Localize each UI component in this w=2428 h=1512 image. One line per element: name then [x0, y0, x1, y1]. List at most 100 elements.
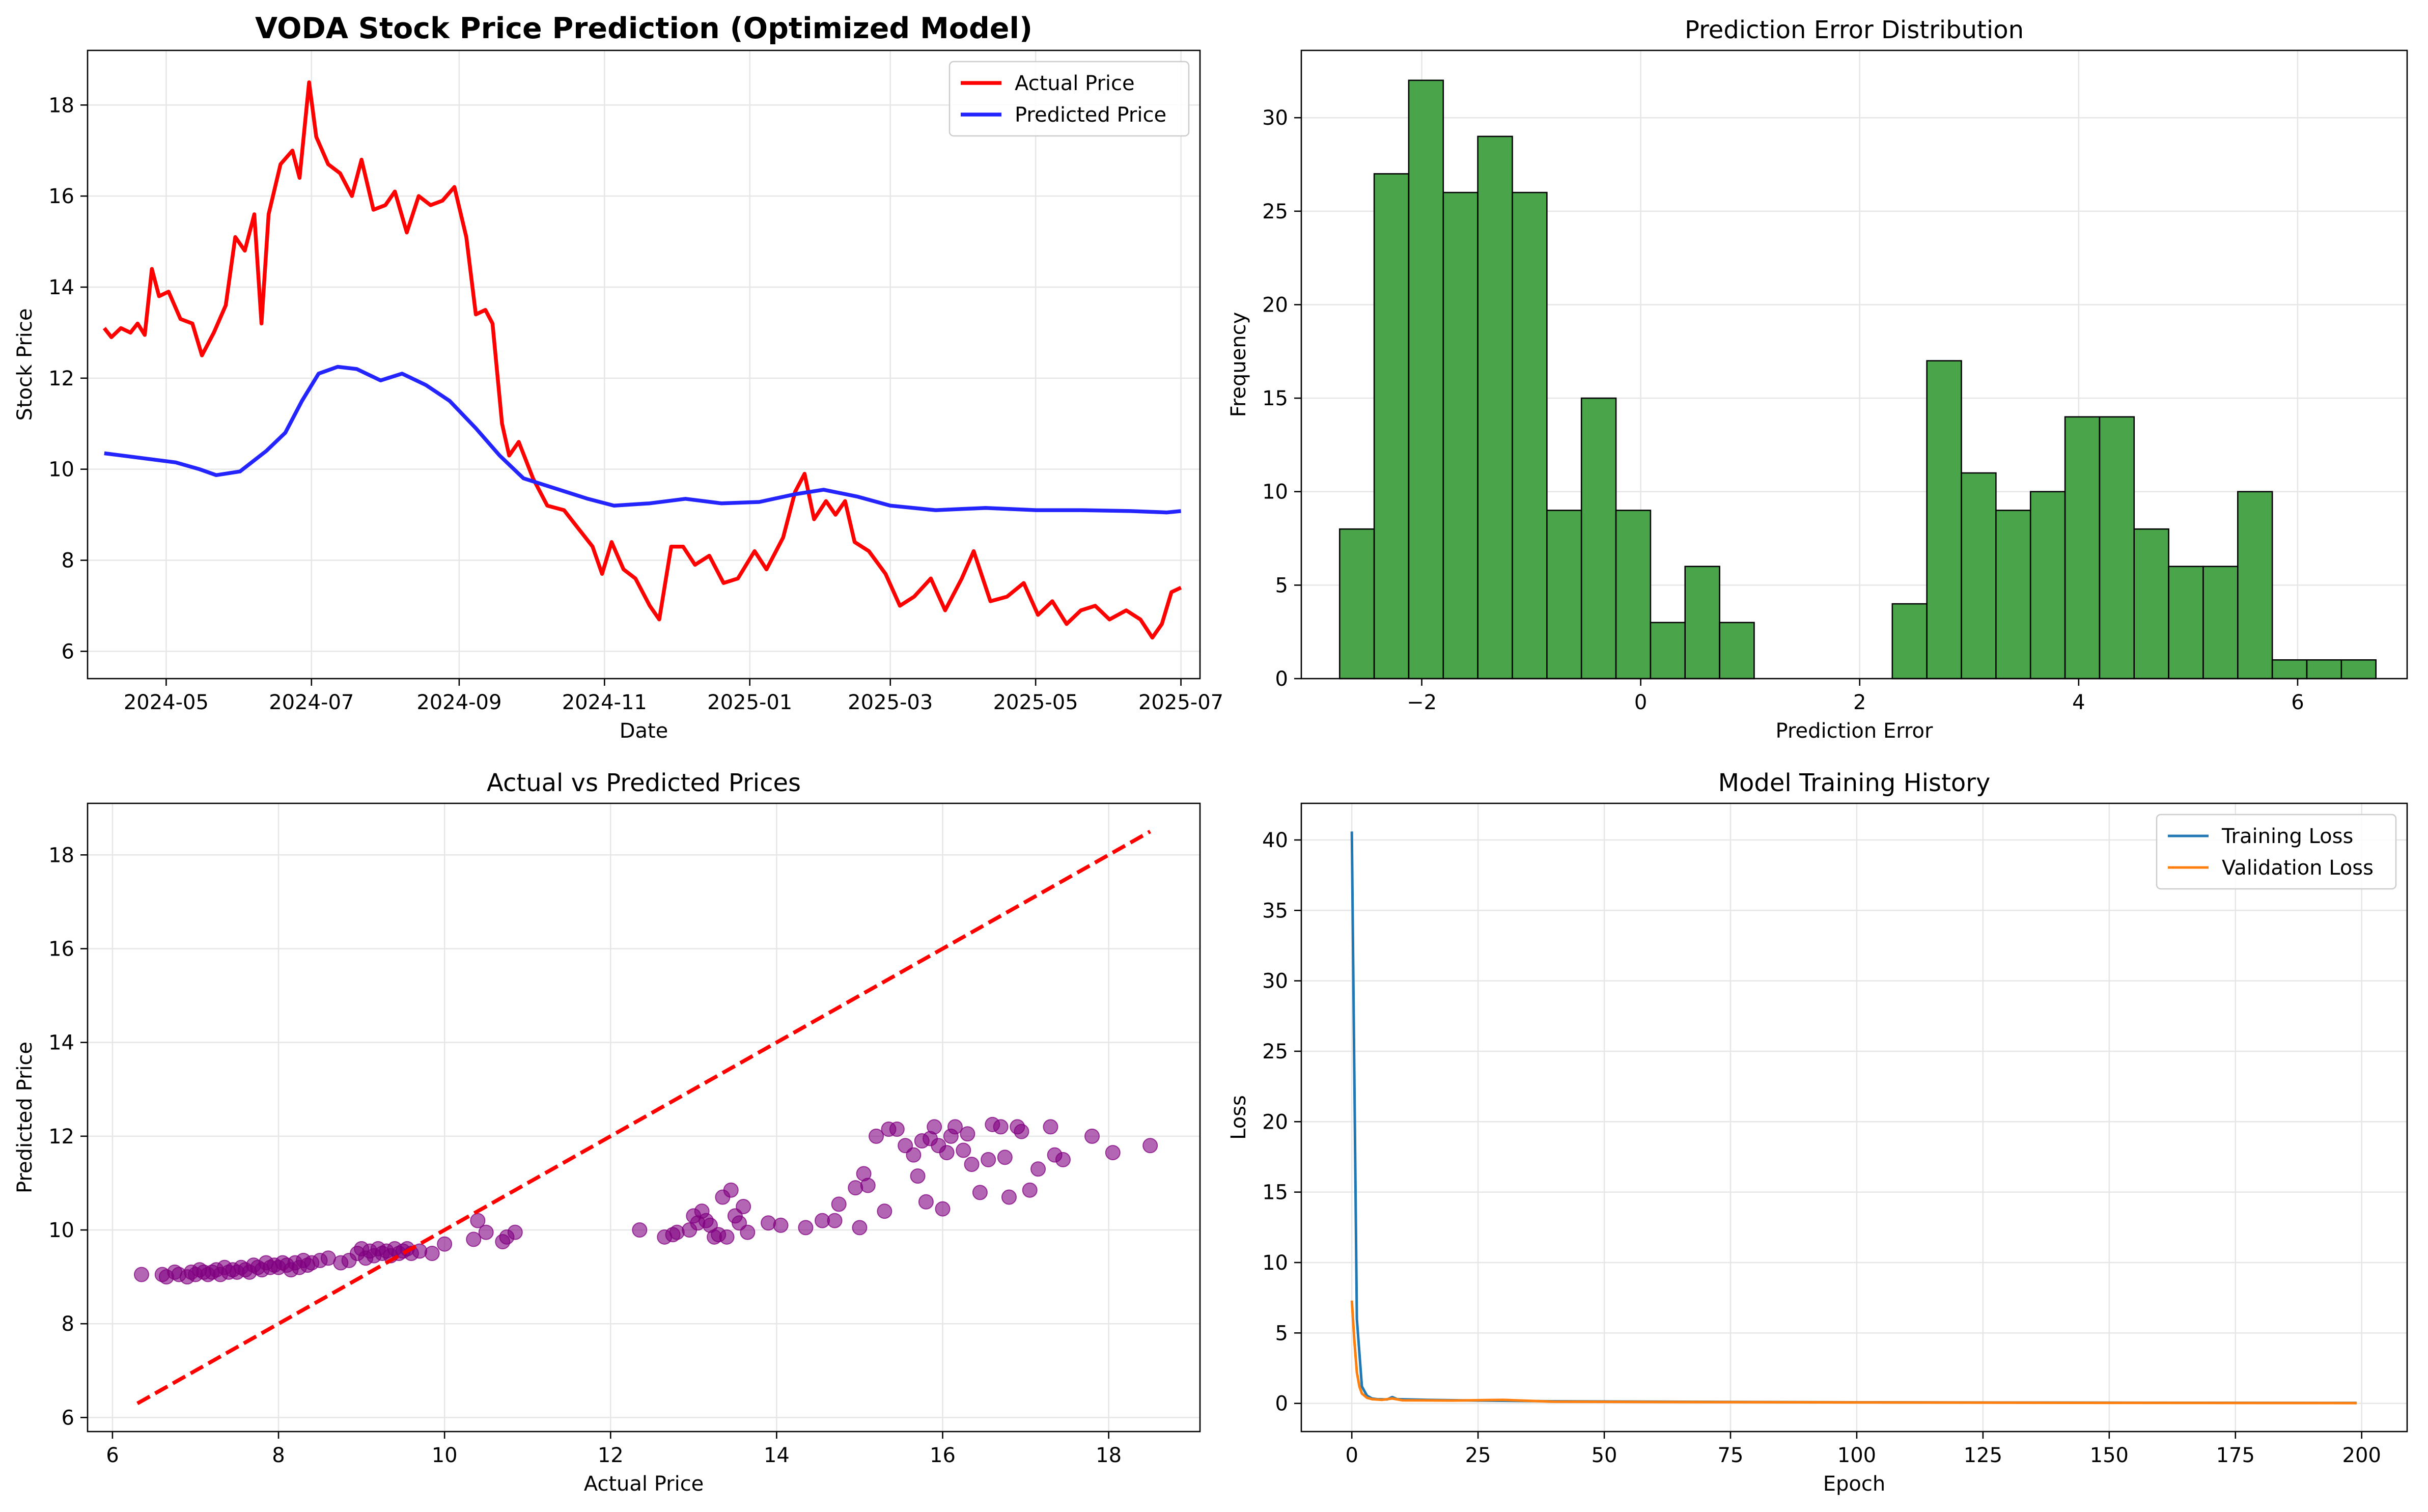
- plot-frame: [87, 802, 1201, 1433]
- x-axis-label: Epoch: [1823, 1472, 1885, 1496]
- histogram-bar: [1373, 173, 1410, 680]
- scatter-point: [1001, 1189, 1017, 1205]
- chart-title: Model Training History: [1718, 769, 1991, 797]
- scatter-point: [133, 1267, 149, 1282]
- actual-vs-predicted-chart: 6 8 10 12 14 16 18 6 8 10 12 14 16 18 Actual Price Pred…: [13, 769, 1201, 1496]
- x-tick-label: 18: [1096, 1444, 1122, 1467]
- x-axis-label: Date: [620, 719, 668, 743]
- scatter-point: [632, 1222, 648, 1238]
- scatter-point: [1055, 1152, 1071, 1167]
- scatter-point: [997, 1150, 1013, 1165]
- y-tick-label: 18: [48, 94, 74, 117]
- plot-frame: [87, 49, 1201, 680]
- scatter-point: [827, 1213, 843, 1228]
- scatter-point: [1030, 1161, 1046, 1177]
- y-tick-label: 15: [1262, 1181, 1288, 1205]
- x-tick-label: 100: [1837, 1444, 1876, 1467]
- x-tick-label: 175: [2216, 1444, 2255, 1467]
- scatter-point: [761, 1215, 776, 1231]
- x-tick-label: 2024-09: [416, 691, 501, 714]
- histogram-bar: [1650, 622, 1686, 680]
- y-tick-label: 15: [1262, 387, 1288, 410]
- x-tick-label: 2: [1853, 691, 1866, 714]
- histogram-bar: [1580, 397, 1617, 680]
- histogram-bar: [1408, 79, 1444, 680]
- scatter-point: [877, 1203, 892, 1219]
- histogram-bar: [1512, 191, 1548, 680]
- scatter-point: [1105, 1145, 1121, 1161]
- histogram-bar: [1926, 360, 1962, 680]
- scatter-point: [860, 1178, 876, 1193]
- y-tick-label: 5: [1275, 574, 1288, 597]
- reference-diagonal-line: [136, 829, 1152, 1406]
- scatter-point: [993, 1119, 1009, 1135]
- y-tick-label: 40: [1262, 829, 1288, 852]
- y-tick-label: 8: [62, 1312, 74, 1336]
- scatter-point: [939, 1145, 955, 1161]
- predicted-price-line: [104, 365, 1181, 515]
- x-tick-label: 50: [1592, 1444, 1617, 1467]
- x-tick-label: 2025-03: [848, 691, 933, 714]
- histogram-bar: [2133, 528, 2169, 680]
- scatter-point: [1084, 1128, 1100, 1144]
- legend-label: Predicted Price: [1015, 103, 1166, 127]
- x-tick-label: −2: [1407, 691, 1437, 714]
- y-tick-label: 20: [1262, 1110, 1288, 1134]
- scatter-point: [1022, 1182, 1038, 1198]
- plot-frame: [1300, 49, 2408, 680]
- scatter-point: [852, 1220, 868, 1236]
- y-tick-label: 0: [1275, 667, 1288, 691]
- y-tick-label: 25: [1262, 200, 1288, 223]
- x-tick-label: 75: [1718, 1444, 1744, 1467]
- histogram-bar: [1719, 622, 1755, 680]
- y-tick-label: 14: [48, 1031, 74, 1055]
- histogram-bar: [1615, 510, 1652, 680]
- scatter-point: [736, 1198, 751, 1214]
- scatter-point: [964, 1157, 980, 1172]
- plot-frame: [1300, 802, 2408, 1433]
- x-tick-label: 6: [2291, 691, 2304, 714]
- histogram-bar: [1684, 566, 1720, 680]
- x-axis-label: Actual Price: [584, 1472, 704, 1496]
- legend-label: Actual Price: [1015, 72, 1135, 95]
- histogram-bar: [1995, 510, 2031, 680]
- y-tick-label: 10: [1262, 1251, 1288, 1275]
- y-axis-label: Frequency: [1227, 312, 1250, 417]
- scatter-point: [1142, 1138, 1158, 1154]
- chart-title: Prediction Error Distribution: [1685, 16, 2024, 44]
- y-tick-label: 6: [62, 1406, 74, 1430]
- scatter-point: [831, 1196, 847, 1212]
- y-tick-label: 16: [48, 185, 74, 208]
- y-tick-label: 10: [48, 1219, 74, 1242]
- x-tick-label: 16: [930, 1444, 956, 1467]
- error-distribution-chart: −2 0 2 4 6 0 5 10 15 20 25 30 Prediction Error Freque…: [1227, 16, 2408, 743]
- x-tick-label: 10: [432, 1444, 458, 1467]
- x-tick-label: 6: [106, 1444, 119, 1467]
- histogram-bar: [2340, 659, 2377, 680]
- scatter-point: [972, 1185, 988, 1200]
- validation-loss-line: [1350, 1300, 2357, 1405]
- x-axis-label: Prediction Error: [1776, 719, 1933, 743]
- scatter-point: [424, 1246, 440, 1262]
- scatter-point: [927, 1119, 942, 1135]
- x-tick-label: 150: [2090, 1444, 2129, 1467]
- scatter-point: [889, 1122, 905, 1137]
- y-tick-label: 0: [1275, 1392, 1288, 1416]
- scatter-point: [981, 1152, 996, 1167]
- y-tick-label: 30: [1262, 106, 1288, 130]
- scatter-point: [1043, 1119, 1058, 1135]
- y-tick-label: 30: [1262, 970, 1288, 993]
- scatter-point: [723, 1182, 739, 1198]
- y-tick-label: 10: [48, 458, 74, 482]
- y-axis-label: Stock Price: [13, 309, 37, 421]
- scatter-point: [669, 1224, 685, 1240]
- x-tick-label: 2025-01: [707, 691, 792, 714]
- x-tick-label: 2025-05: [993, 691, 1078, 714]
- y-tick-label: 14: [48, 276, 74, 299]
- y-tick-label: 18: [48, 844, 74, 867]
- y-tick-label: 12: [48, 1125, 74, 1149]
- scatter-point: [773, 1217, 789, 1233]
- x-tick-label: 8: [272, 1444, 285, 1467]
- x-tick-label: 2024-05: [124, 691, 209, 714]
- histogram-bar: [2237, 491, 2273, 680]
